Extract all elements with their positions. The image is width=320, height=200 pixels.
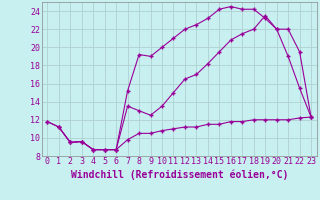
X-axis label: Windchill (Refroidissement éolien,°C): Windchill (Refroidissement éolien,°C) (70, 169, 288, 180)
